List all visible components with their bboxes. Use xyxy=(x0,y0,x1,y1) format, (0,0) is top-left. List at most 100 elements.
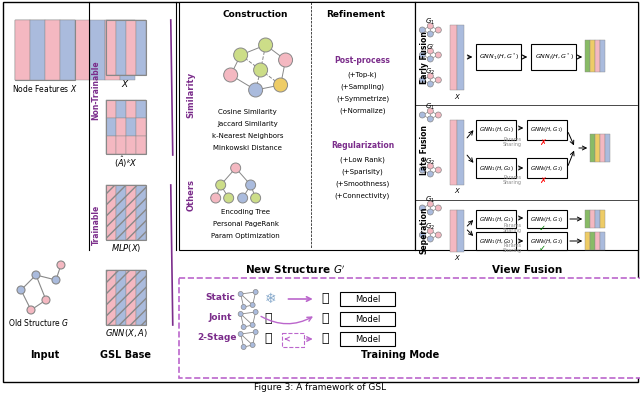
Circle shape xyxy=(241,345,246,350)
Text: Param Optimization: Param Optimization xyxy=(211,233,280,239)
Circle shape xyxy=(428,31,433,37)
Circle shape xyxy=(278,53,292,67)
FancyBboxPatch shape xyxy=(476,44,521,70)
Text: (+Connectivity): (+Connectivity) xyxy=(335,193,390,199)
Circle shape xyxy=(57,261,65,269)
Text: $G'$: $G'$ xyxy=(426,42,435,52)
Text: $GNN_1(H,G_2)$: $GNN_1(H,G_2)$ xyxy=(479,236,513,246)
Circle shape xyxy=(428,73,433,79)
FancyBboxPatch shape xyxy=(126,118,136,136)
Circle shape xyxy=(250,322,255,327)
Circle shape xyxy=(435,52,442,58)
Text: Minkowski Distance: Minkowski Distance xyxy=(213,145,282,151)
FancyBboxPatch shape xyxy=(458,210,464,252)
FancyBboxPatch shape xyxy=(605,134,610,162)
FancyBboxPatch shape xyxy=(600,40,605,72)
FancyBboxPatch shape xyxy=(585,210,590,228)
FancyBboxPatch shape xyxy=(600,134,605,162)
FancyBboxPatch shape xyxy=(451,25,458,90)
FancyBboxPatch shape xyxy=(106,20,116,75)
Circle shape xyxy=(223,193,234,203)
FancyBboxPatch shape xyxy=(126,100,136,118)
Text: $GNN_l(H,G_1)$: $GNN_l(H,G_1)$ xyxy=(531,126,564,135)
Text: ✗: ✗ xyxy=(539,137,546,147)
Text: Joint: Joint xyxy=(209,314,232,322)
Circle shape xyxy=(428,236,433,242)
Circle shape xyxy=(435,205,442,211)
Circle shape xyxy=(428,108,433,114)
Text: Cosine Similarity: Cosine Similarity xyxy=(218,109,277,115)
FancyBboxPatch shape xyxy=(451,120,458,185)
Bar xyxy=(126,270,136,325)
FancyBboxPatch shape xyxy=(106,100,116,118)
FancyBboxPatch shape xyxy=(60,20,75,80)
Text: Regularization: Regularization xyxy=(331,141,394,150)
FancyBboxPatch shape xyxy=(45,20,60,80)
Text: (+Smoothness): (+Smoothness) xyxy=(335,181,390,187)
Text: Seperation: Seperation xyxy=(420,206,429,254)
Text: $G_2$: $G_2$ xyxy=(426,222,435,232)
FancyBboxPatch shape xyxy=(116,100,126,118)
Text: Params
Sharing: Params Sharing xyxy=(502,243,522,253)
Circle shape xyxy=(241,324,246,329)
FancyBboxPatch shape xyxy=(136,118,146,136)
FancyBboxPatch shape xyxy=(15,20,30,80)
Text: $G_1$: $G_1$ xyxy=(426,102,435,112)
Text: GSL Base: GSL Base xyxy=(100,350,151,360)
Circle shape xyxy=(241,305,246,310)
Circle shape xyxy=(223,68,237,82)
Circle shape xyxy=(419,77,426,83)
Bar xyxy=(116,270,126,325)
Text: $GNN_l(H,G^*)$: $GNN_l(H,G^*)$ xyxy=(534,52,573,62)
Text: Construction: Construction xyxy=(223,10,289,19)
FancyBboxPatch shape xyxy=(120,20,135,80)
Text: $GNN_1(H,G_1)$: $GNN_1(H,G_1)$ xyxy=(479,215,513,223)
FancyBboxPatch shape xyxy=(476,158,516,178)
Circle shape xyxy=(428,81,433,87)
Circle shape xyxy=(248,83,262,97)
FancyBboxPatch shape xyxy=(590,210,595,228)
Circle shape xyxy=(419,232,426,238)
Text: Input: Input xyxy=(30,350,60,360)
Circle shape xyxy=(428,228,433,234)
FancyBboxPatch shape xyxy=(126,136,136,154)
Text: Non-Trainable: Non-Trainable xyxy=(92,60,100,120)
Text: (+Top-k): (+Top-k) xyxy=(348,72,377,78)
Text: Old Structure $G$: Old Structure $G$ xyxy=(8,316,70,327)
FancyBboxPatch shape xyxy=(451,210,458,252)
Circle shape xyxy=(428,163,433,169)
FancyBboxPatch shape xyxy=(75,20,90,80)
FancyBboxPatch shape xyxy=(126,20,136,75)
FancyBboxPatch shape xyxy=(105,20,120,80)
Text: Similarity: Similarity xyxy=(186,72,195,118)
Circle shape xyxy=(419,167,426,173)
Text: $X$: $X$ xyxy=(454,253,461,261)
FancyBboxPatch shape xyxy=(600,210,605,228)
FancyBboxPatch shape xyxy=(116,136,126,154)
Circle shape xyxy=(419,52,426,58)
Circle shape xyxy=(273,78,287,92)
Bar xyxy=(126,185,136,240)
Circle shape xyxy=(42,296,50,304)
Circle shape xyxy=(27,306,35,314)
Text: 🔥: 🔥 xyxy=(322,333,329,345)
FancyBboxPatch shape xyxy=(531,44,576,70)
Text: Model: Model xyxy=(355,314,380,324)
Text: (+Sampling): (+Sampling) xyxy=(340,84,385,90)
FancyBboxPatch shape xyxy=(340,292,396,306)
Circle shape xyxy=(428,201,433,207)
Text: $GNN(X,A)$: $GNN(X,A)$ xyxy=(104,327,147,339)
FancyBboxPatch shape xyxy=(15,20,30,80)
Text: (+Normalize): (+Normalize) xyxy=(339,108,386,114)
FancyBboxPatch shape xyxy=(116,118,126,136)
Text: Figure 3: A framework of GSL: Figure 3: A framework of GSL xyxy=(255,383,387,392)
Circle shape xyxy=(32,271,40,279)
FancyBboxPatch shape xyxy=(527,210,567,228)
Text: Personal PageRank: Personal PageRank xyxy=(212,221,278,227)
Circle shape xyxy=(253,329,258,335)
FancyBboxPatch shape xyxy=(136,136,146,154)
Text: Early Fusion: Early Fusion xyxy=(420,32,429,84)
Text: $G_2$: $G_2$ xyxy=(426,157,435,167)
Text: (+Low Rank): (+Low Rank) xyxy=(340,157,385,163)
FancyBboxPatch shape xyxy=(340,312,396,326)
